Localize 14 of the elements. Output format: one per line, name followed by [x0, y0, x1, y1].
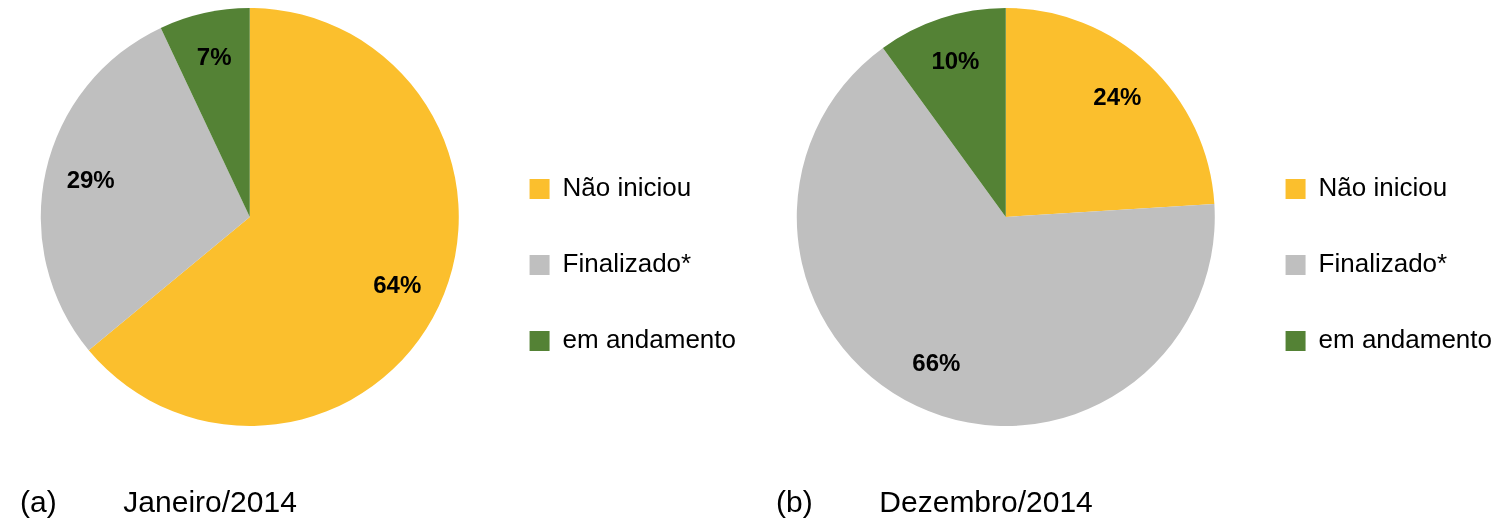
legend-label: Finalizado*	[1318, 248, 1448, 279]
data-label: 64%	[373, 271, 422, 299]
legend-label: Finalizado*	[562, 248, 692, 279]
data-label: 24%	[1093, 82, 1142, 110]
data-label: 66%	[912, 349, 961, 377]
data-label: 7%	[196, 42, 232, 70]
data-label: 29%	[66, 166, 115, 194]
data-label: 10%	[931, 46, 980, 74]
text: (a) Janeiro/2014	[20, 485, 297, 519]
legend-label: em andamento	[562, 324, 737, 355]
legend-label: Não iniciou	[1318, 172, 1448, 203]
legend-label: em andamento	[1318, 324, 1493, 355]
text: (b) Dezembro/2014	[776, 485, 1093, 519]
legend-label: Não iniciou	[562, 172, 692, 203]
